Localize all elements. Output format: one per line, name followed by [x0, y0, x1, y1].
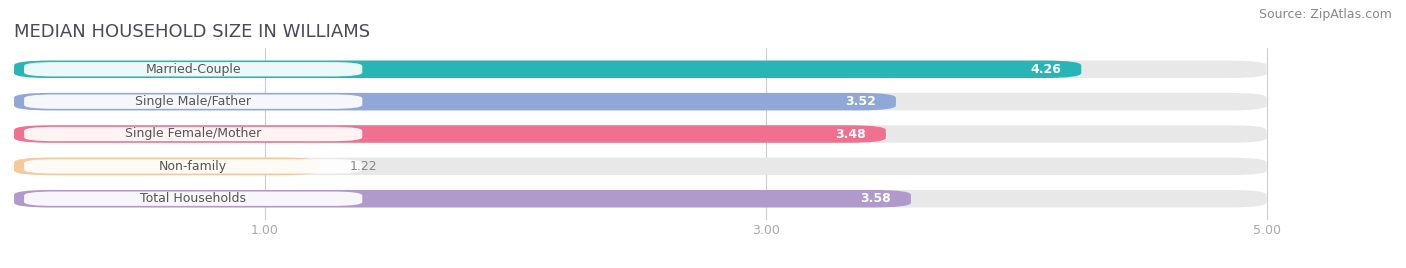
FancyBboxPatch shape [24, 127, 363, 141]
FancyBboxPatch shape [24, 62, 363, 76]
Text: Non-family: Non-family [159, 160, 228, 173]
FancyBboxPatch shape [14, 190, 1267, 207]
FancyBboxPatch shape [14, 190, 911, 207]
FancyBboxPatch shape [14, 61, 1267, 78]
FancyBboxPatch shape [14, 61, 1081, 78]
FancyBboxPatch shape [14, 93, 1267, 110]
FancyBboxPatch shape [14, 158, 1267, 175]
Text: Married-Couple: Married-Couple [145, 63, 240, 76]
Text: 3.58: 3.58 [860, 192, 891, 205]
Text: Single Female/Mother: Single Female/Mother [125, 128, 262, 140]
FancyBboxPatch shape [14, 125, 1267, 143]
FancyBboxPatch shape [24, 159, 363, 173]
Text: 4.26: 4.26 [1031, 63, 1062, 76]
Text: Total Households: Total Households [141, 192, 246, 205]
Text: 1.22: 1.22 [350, 160, 377, 173]
Text: 3.48: 3.48 [835, 128, 866, 140]
Text: Source: ZipAtlas.com: Source: ZipAtlas.com [1258, 8, 1392, 21]
FancyBboxPatch shape [24, 192, 363, 206]
FancyBboxPatch shape [14, 158, 319, 175]
FancyBboxPatch shape [14, 93, 896, 110]
FancyBboxPatch shape [24, 95, 363, 109]
Text: MEDIAN HOUSEHOLD SIZE IN WILLIAMS: MEDIAN HOUSEHOLD SIZE IN WILLIAMS [14, 23, 370, 41]
Text: 3.52: 3.52 [845, 95, 876, 108]
FancyBboxPatch shape [14, 125, 886, 143]
Text: Single Male/Father: Single Male/Father [135, 95, 252, 108]
